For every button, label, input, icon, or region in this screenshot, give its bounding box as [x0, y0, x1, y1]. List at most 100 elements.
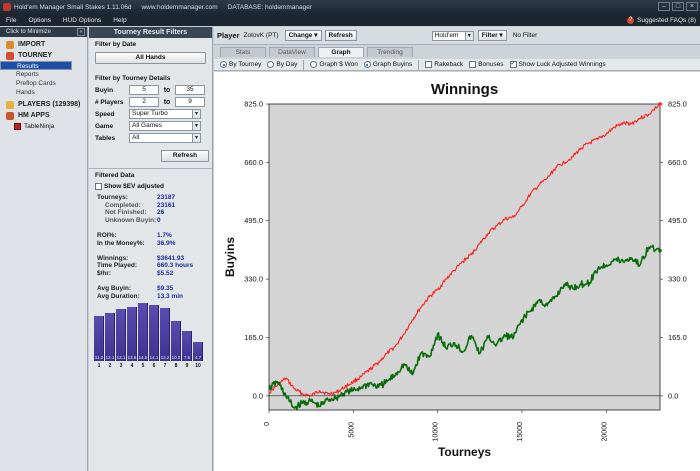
histogram-bar-label: 13.1	[116, 355, 126, 360]
help-icon: ?	[627, 16, 635, 24]
histogram-bar-label: 13.5	[127, 355, 137, 360]
histogram-bar-label: 13.2	[160, 355, 170, 360]
x-tick-label: 15000	[517, 422, 524, 442]
buyin-max-input[interactable]: 35	[175, 85, 205, 95]
stats-list: Tourneys: 23187 Completed: 23161 Not Finishe…	[89, 194, 212, 300]
stat-value: 36.9%	[157, 239, 176, 247]
y-tick-label: 165.0	[244, 333, 263, 342]
stat-row	[97, 247, 212, 255]
all-hands-button[interactable]: All Hands	[95, 52, 206, 64]
tab-stats[interactable]: Stats	[220, 47, 266, 57]
collapse-icon[interactable]: «	[77, 28, 85, 36]
show-luck-option[interactable]: ✓ Show Luck Adjusted Winnings	[509, 61, 606, 68]
stat-row: Time Played: 660.3 hours	[97, 262, 212, 270]
players-min-input[interactable]: 2	[129, 97, 159, 107]
tab-dataview[interactable]: DataView	[269, 47, 315, 57]
stat-value: 660.3 hours	[157, 262, 194, 270]
tables-row: Tables All ▼	[89, 132, 212, 144]
menu-help[interactable]: Help	[113, 16, 127, 24]
menu-file[interactable]: File	[6, 16, 17, 24]
minimize-window-icon[interactable]: –	[658, 2, 670, 11]
stat-value: 26	[157, 209, 165, 217]
nav-item-hands[interactable]: Hands	[16, 89, 35, 96]
graph-won-option[interactable]: Graph $ Won	[310, 61, 358, 68]
histogram-bar	[127, 307, 137, 361]
close-window-icon[interactable]: ×	[686, 2, 698, 11]
by-tourney-option[interactable]: By Tourney	[220, 61, 261, 68]
app-icon	[3, 3, 11, 11]
filtered-data-heading: Filtered Data	[95, 172, 135, 179]
menu-options[interactable]: Options	[28, 16, 51, 24]
graph-options-bar: By Tourney By Day Graph $ Won Graph Buyi…	[214, 59, 700, 71]
histogram-bar-label: 10.0	[171, 355, 181, 360]
histogram-place-label: 10	[195, 363, 201, 369]
x-tick-label: 10000	[433, 422, 440, 442]
show-sev-checkbox[interactable]	[95, 182, 102, 190]
stat-key: ROI%:	[97, 231, 117, 239]
game-select[interactable]: All Games ▼	[129, 121, 201, 131]
nav-tourney-label: TOURNEY	[18, 52, 53, 59]
by-tourney-label: By Tourney	[229, 61, 262, 68]
maximize-window-icon[interactable]: □	[672, 2, 684, 11]
refresh-button[interactable]: Refresh	[324, 30, 357, 41]
tab-trending[interactable]: Trending	[367, 47, 413, 57]
buyin-row: Buyin 5 to 35	[89, 84, 212, 96]
radio-icon	[310, 61, 318, 68]
y-tick-label: 0.0	[253, 391, 263, 400]
histogram-place-label: 3	[119, 363, 123, 369]
game-type-select[interactable]: Hold'em ▼	[431, 30, 474, 41]
suggested-faqs-link[interactable]: ? Suggested FAQs (8)	[627, 16, 696, 24]
change-player-button[interactable]: Change ▾	[284, 30, 322, 41]
nav-minimize-label: Click to Minimize	[6, 29, 52, 35]
histogram-place-label: 2	[108, 363, 112, 369]
filter-button[interactable]: Filter ▾	[477, 30, 507, 41]
nav-players-label: PLAYERS (129398)	[18, 101, 81, 108]
stat-key: Not Finished:	[105, 209, 147, 217]
y-tick-label-right: 495.0	[668, 216, 687, 225]
graph-buyins-option[interactable]: Graph Buyins	[363, 61, 412, 68]
nav-item-results[interactable]: Results	[0, 61, 72, 70]
stat-row: Not Finished: 26	[97, 209, 212, 217]
histogram-bar	[105, 312, 115, 361]
bonuses-label: Bonuses	[478, 61, 504, 68]
histogram-bar	[138, 303, 148, 361]
menu-hud-options[interactable]: HUD Options	[62, 16, 102, 24]
tab-graph[interactable]: Graph	[318, 47, 364, 57]
buyin-min-input[interactable]: 5	[129, 85, 159, 95]
nav-item-tableninja[interactable]: TableNinja	[0, 121, 87, 131]
x-tick-label: 5000	[348, 422, 355, 438]
nav-tourney[interactable]: TOURNEY	[0, 50, 87, 61]
player-toolbar: Player ZotovK (PT) Change ▾ Refresh Hold…	[214, 27, 700, 45]
players-row: # Players 2 to 9	[89, 96, 212, 108]
stat-value: $9.35	[157, 285, 174, 293]
nav-minimize-bar[interactable]: Click to Minimize «	[0, 27, 87, 37]
refresh-filters-button[interactable]: Refresh	[161, 150, 209, 162]
rakeback-option[interactable]: Rakeback	[425, 61, 463, 68]
speed-value: Super Turbo	[132, 110, 168, 117]
histogram-place-label: 4	[130, 363, 134, 369]
nav-import[interactable]: IMPORT	[0, 39, 87, 50]
bonuses-option[interactable]: Bonuses	[469, 61, 504, 68]
show-luck-label: Show Luck Adjusted Winnings	[518, 61, 606, 68]
filter-by-details-heading: Filter by Tourney Details	[95, 75, 171, 82]
nav-players[interactable]: PLAYERS (129398)	[0, 99, 87, 110]
show-sev-label: Show $EV adjusted	[104, 182, 164, 190]
chevron-down-icon: ▼	[192, 134, 200, 142]
plot-area	[268, 103, 661, 411]
players-max-input[interactable]: 9	[175, 97, 205, 107]
histogram-bar-label: 4.7	[194, 355, 202, 360]
x-tick-label: 20000	[601, 422, 608, 442]
stat-value: 23161	[157, 201, 176, 209]
nav-item-reports[interactable]: Reports	[16, 71, 39, 78]
rakeback-label: Rakeback	[434, 61, 464, 68]
x-axis-label: Tourneys	[438, 445, 491, 459]
nav-item-preflop-cards[interactable]: Preflop Cards	[16, 80, 56, 87]
game-row: Game All Games ▼	[89, 120, 212, 132]
by-day-option[interactable]: By Day	[267, 61, 297, 68]
chevron-down-icon: ▼	[192, 110, 200, 118]
nav-hm-apps[interactable]: HM APPS	[0, 110, 87, 121]
tables-select[interactable]: All ▼	[129, 133, 201, 143]
speed-select[interactable]: Super Turbo ▼	[129, 109, 201, 119]
import-icon	[6, 40, 14, 49]
radio-icon	[220, 61, 227, 68]
